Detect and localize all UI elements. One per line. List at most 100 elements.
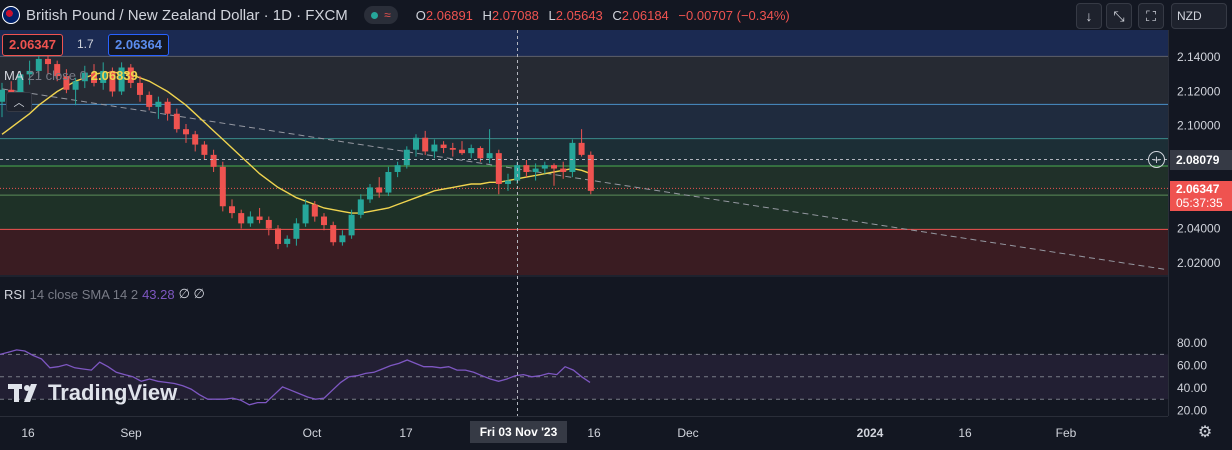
- candle-body: [81, 72, 88, 82]
- candle-body: [256, 216, 263, 220]
- candle: [348, 209, 355, 239]
- candle: [311, 201, 318, 222]
- trend-line[interactable]: [1, 88, 1189, 274]
- crosshair-time-label: Fri 03 Nov '23: [470, 421, 567, 443]
- time-tick-label: 16: [21, 426, 35, 440]
- add-alert-button[interactable]: +: [1148, 151, 1165, 168]
- candle-body: [560, 168, 567, 172]
- candle-body: [0, 89, 5, 102]
- status-dot-icon: [370, 11, 378, 19]
- candle-body: [459, 149, 465, 154]
- candle: [155, 96, 162, 119]
- candle-body: [183, 129, 189, 135]
- ma-name: MA: [4, 68, 24, 83]
- rsi-value: 43.28: [142, 286, 175, 302]
- settings-button[interactable]: ⚙: [1194, 421, 1216, 443]
- candle-body: [164, 101, 171, 114]
- candle: [26, 60, 33, 85]
- candle-body: [514, 165, 521, 181]
- crosshair: [0, 30, 1168, 416]
- candle: [505, 173, 511, 191]
- candle-body: [367, 187, 373, 200]
- candle-body: [505, 180, 511, 184]
- candle-body: [26, 70, 33, 75]
- candle: [284, 235, 291, 248]
- candle-body: [523, 165, 530, 172]
- collapse-legend-button[interactable]: ︿: [6, 92, 32, 112]
- candle: [403, 146, 410, 169]
- candle: [256, 207, 263, 224]
- candle-body: [477, 148, 484, 159]
- candle-body: [219, 166, 226, 207]
- candle-body: [551, 165, 557, 169]
- candle: [578, 129, 585, 157]
- screenshot-button[interactable]: ⛶: [1138, 3, 1164, 29]
- candle-body: [173, 113, 180, 130]
- ma-legend[interactable]: MA 21 close 0 2.06839: [4, 68, 138, 83]
- open-value: 2.06891: [425, 7, 473, 23]
- candle: [532, 163, 539, 181]
- candle: [118, 62, 125, 95]
- expand-icon: ⤡: [1113, 7, 1125, 24]
- rsi-legend[interactable]: RSI 14 close SMA 14 2 43.28 ∅ ∅: [4, 286, 205, 302]
- candle-body: [238, 213, 245, 224]
- candle: [431, 139, 438, 159]
- time-tick-label: Feb: [1056, 426, 1077, 440]
- candle: [164, 98, 171, 121]
- rsi-tick-label: 40.00: [1177, 381, 1207, 395]
- buy-price-button[interactable]: 2.06364: [108, 34, 169, 56]
- change-value: −0.00707 (−0.34%): [678, 7, 790, 23]
- candle: [541, 161, 548, 174]
- rsi-path: [0, 349, 591, 406]
- candle-body: [201, 144, 208, 155]
- candle-body: [403, 149, 410, 166]
- tradingview-logo[interactable]: TradingView: [8, 380, 177, 406]
- candle-body: [578, 142, 585, 155]
- rsi-params: 14 close SMA 14 2: [29, 286, 139, 302]
- candle: [376, 177, 383, 198]
- candle: [385, 166, 392, 196]
- candle-body: [422, 137, 429, 152]
- price-zone-4: [0, 165, 1168, 196]
- ma-path: [1, 71, 592, 214]
- candle: [422, 130, 429, 155]
- fullscreen-button[interactable]: ⤡: [1106, 3, 1132, 29]
- candle: [100, 62, 107, 90]
- candle: [551, 163, 557, 186]
- candle-body: [495, 153, 502, 184]
- spread-value: 1.7: [77, 37, 94, 51]
- candle-body: [431, 144, 438, 152]
- candle-body: [275, 228, 281, 244]
- candle-body: [45, 58, 51, 65]
- last-price-value: 2.06347: [1176, 182, 1220, 196]
- candle: [367, 183, 373, 203]
- candle: [357, 194, 364, 219]
- candle-body: [440, 144, 447, 149]
- high-value: 2.07088: [491, 7, 539, 23]
- candle-body: [210, 154, 217, 167]
- candle-body: [339, 235, 346, 243]
- candles: [0, 48, 594, 250]
- candle: [192, 130, 199, 152]
- market-status-dot[interactable]: ≈: [363, 6, 398, 24]
- low-value: 2.05643: [555, 7, 603, 23]
- price-tick-label: 2.04000: [1177, 222, 1221, 236]
- price-tick-label: 2.14000: [1177, 50, 1221, 64]
- candle: [587, 151, 594, 195]
- candle: [569, 139, 576, 178]
- candle: [63, 69, 70, 94]
- download-button[interactable]: ↓: [1076, 3, 1102, 29]
- candle: [394, 161, 401, 178]
- sell-price-button[interactable]: 2.06347: [2, 34, 63, 56]
- candle: [183, 124, 189, 143]
- currency-label: NZD: [1177, 9, 1202, 23]
- symbol-title[interactable]: British Pound / New Zealand Dollar · 1D …: [26, 6, 348, 24]
- candle: [72, 77, 79, 106]
- price-zone-0: [0, 30, 1168, 57]
- currency-select[interactable]: NZD: [1171, 3, 1227, 29]
- candle-body: [54, 64, 61, 77]
- candle-body: [146, 94, 153, 107]
- arrow-down-icon: ↓: [1085, 8, 1093, 24]
- signal-icon: ≈: [384, 8, 391, 22]
